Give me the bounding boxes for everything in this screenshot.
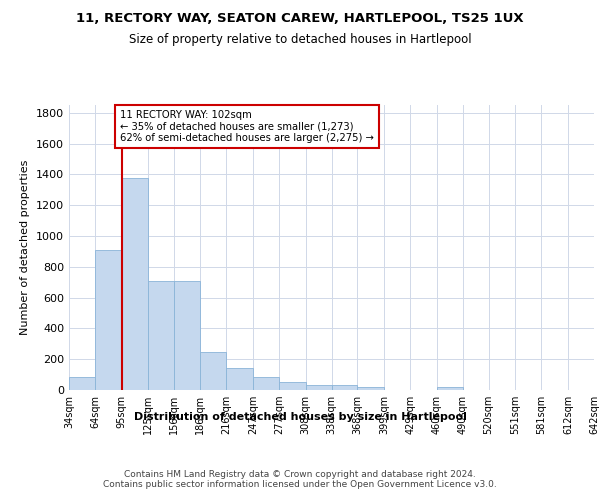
Bar xyxy=(95,250,122,390)
Bar xyxy=(122,178,148,390)
Bar xyxy=(358,387,384,390)
Bar xyxy=(279,382,305,390)
Text: 11 RECTORY WAY: 102sqm
← 35% of detached houses are smaller (1,273)
62% of semi-: 11 RECTORY WAY: 102sqm ← 35% of detached… xyxy=(120,110,374,143)
Bar xyxy=(305,385,331,390)
Bar xyxy=(253,377,279,390)
Bar xyxy=(200,352,226,390)
Bar xyxy=(226,368,253,390)
Text: Distribution of detached houses by size in Hartlepool: Distribution of detached houses by size … xyxy=(134,412,466,422)
Bar xyxy=(175,280,200,390)
Text: 11, RECTORY WAY, SEATON CAREW, HARTLEPOOL, TS25 1UX: 11, RECTORY WAY, SEATON CAREW, HARTLEPOO… xyxy=(76,12,524,26)
Bar xyxy=(69,377,95,390)
Text: Contains HM Land Registry data © Crown copyright and database right 2024.
Contai: Contains HM Land Registry data © Crown c… xyxy=(103,470,497,490)
Bar xyxy=(148,280,175,390)
Y-axis label: Number of detached properties: Number of detached properties xyxy=(20,160,31,335)
Text: Size of property relative to detached houses in Hartlepool: Size of property relative to detached ho… xyxy=(128,32,472,46)
Bar xyxy=(331,385,358,390)
Bar xyxy=(437,387,463,390)
